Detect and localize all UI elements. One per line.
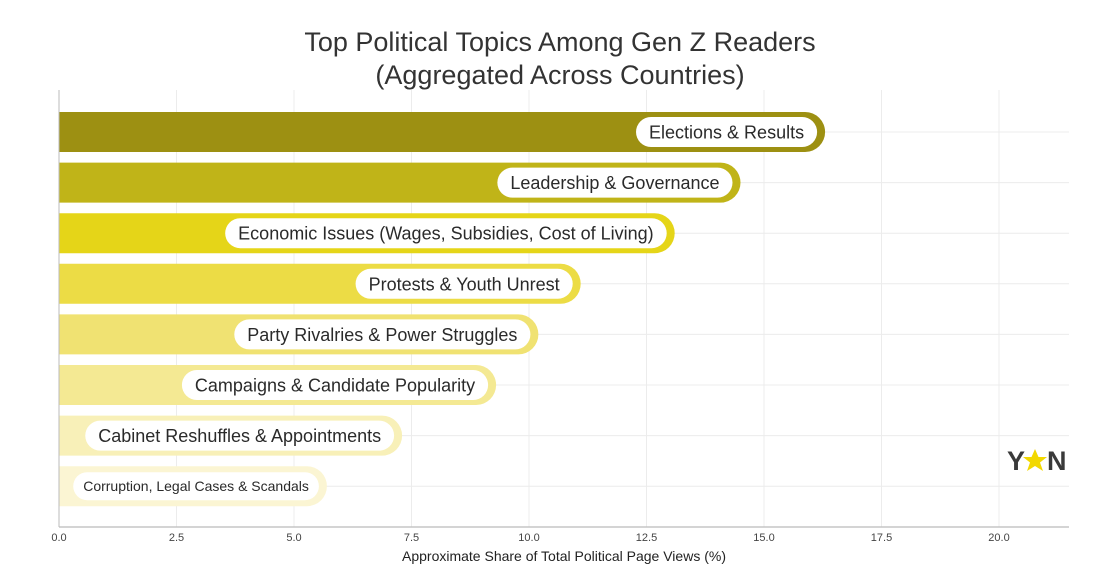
bar-label: Corruption, Legal Cases & Scandals bbox=[83, 478, 309, 494]
x-tick-label: 20.0 bbox=[988, 532, 1009, 544]
bar-label-pill bbox=[85, 420, 395, 451]
bar-label-pill bbox=[355, 268, 573, 299]
bar-label: Cabinet Reshuffles & Appointments bbox=[98, 426, 381, 446]
svg-text:Y: Y bbox=[1007, 446, 1025, 476]
bar-label: Leadership & Governance bbox=[510, 173, 719, 193]
x-axis-label: Approximate Share of Total Political Pag… bbox=[402, 548, 726, 564]
x-tick-label: 5.0 bbox=[286, 532, 301, 544]
x-tick-label: 7.5 bbox=[404, 532, 419, 544]
x-tick-label: 17.5 bbox=[871, 532, 892, 544]
svg-text:N: N bbox=[1047, 446, 1067, 476]
bar-label-pill bbox=[234, 319, 531, 350]
x-tick-label: 2.5 bbox=[169, 532, 184, 544]
yen-logo: Y N bbox=[1007, 446, 1067, 476]
bar bbox=[59, 112, 826, 152]
bar-label-pill bbox=[73, 472, 319, 501]
x-tick-label: 12.5 bbox=[636, 532, 657, 544]
bar-label-pill bbox=[497, 167, 733, 198]
chart-title-line-2: (Aggregated Across Countries) bbox=[375, 60, 744, 90]
chart-title-line-1: Top Political Topics Among Gen Z Readers bbox=[304, 27, 815, 57]
bar-label-pill bbox=[181, 370, 489, 400]
x-tick-label: 15.0 bbox=[753, 532, 774, 544]
bar-label-pill bbox=[225, 218, 667, 249]
bar-label: Elections & Results bbox=[649, 122, 804, 142]
bar-label-pill bbox=[636, 117, 818, 147]
bar-label: Campaigns & Candidate Popularity bbox=[195, 375, 475, 395]
x-tick-label: 0.0 bbox=[51, 532, 66, 544]
bar-label: Economic Issues (Wages, Subsidies, Cost … bbox=[238, 224, 654, 244]
x-tick-label: 10.0 bbox=[518, 532, 539, 544]
bar-label: Party Rivalries & Power Struggles bbox=[247, 325, 517, 345]
bar-label: Protests & Youth Unrest bbox=[369, 274, 560, 294]
